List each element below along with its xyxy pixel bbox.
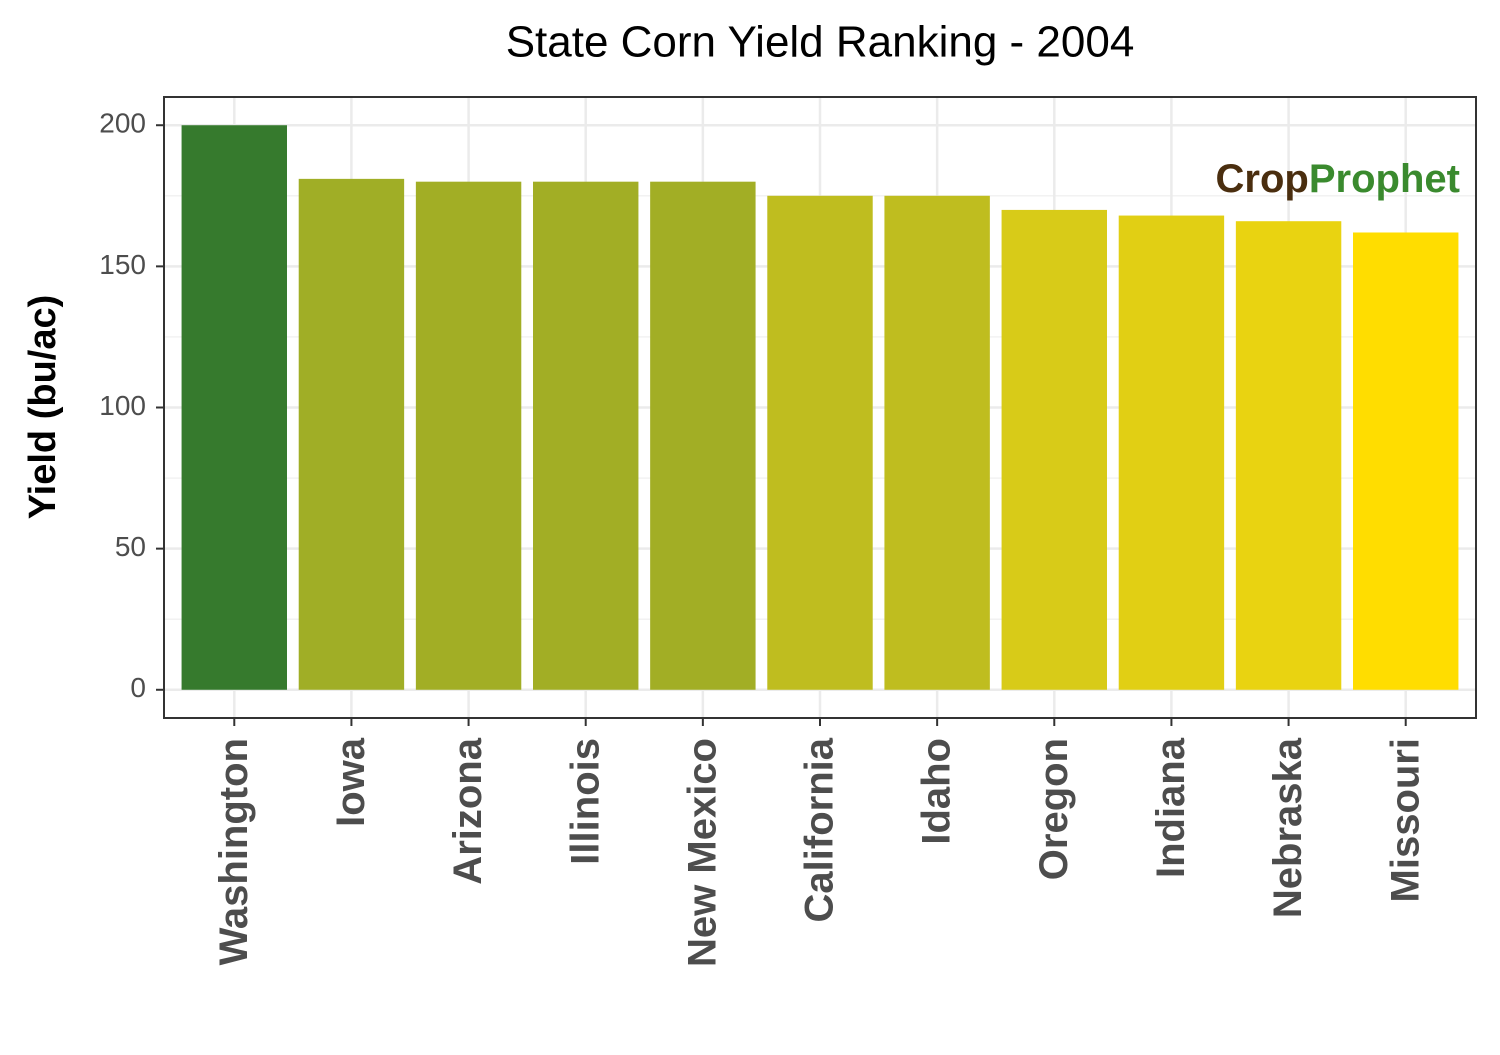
bar (1235, 221, 1342, 690)
bar (767, 195, 873, 690)
y-tick-label: 200 (99, 108, 146, 139)
bar (181, 125, 287, 690)
y-tick-label: 0 (130, 672, 146, 703)
chart-title: State Corn Yield Ranking - 2004 (506, 18, 1135, 67)
bar (533, 181, 639, 690)
y-tick-label: 150 (99, 249, 146, 280)
y-tick-label: 100 (99, 390, 146, 421)
x-tick-label: California (798, 737, 842, 922)
x-tick-label: Iowa (329, 737, 373, 827)
bar (1001, 209, 1107, 690)
logo-crop: Crop (1216, 157, 1309, 201)
logo-prophet: Prophet (1309, 157, 1460, 201)
x-tick-label: Indiana (1149, 737, 1193, 878)
x-tick-label: Arizona (446, 737, 490, 884)
bar (298, 178, 405, 690)
x-tick-label: Idaho (915, 738, 959, 845)
bar (650, 181, 756, 690)
y-axis-label: Yield (bu/ac) (22, 295, 64, 520)
x-tick-label: Nebraska (1266, 737, 1310, 918)
x-tick-label: Illinois (563, 738, 607, 865)
x-tick-label: Missouri (1383, 738, 1427, 902)
x-tick-label: Washington (212, 738, 256, 965)
x-tick-label: New Mexico (680, 738, 724, 967)
plot-border (163, 96, 1477, 719)
x-tick-label: Oregon (1032, 738, 1076, 880)
bar (1118, 215, 1225, 690)
bar (1353, 232, 1459, 690)
bar (415, 181, 522, 690)
bar (884, 195, 990, 690)
y-tick-label: 50 (115, 531, 146, 562)
logo: CropProphet (1216, 157, 1460, 201)
